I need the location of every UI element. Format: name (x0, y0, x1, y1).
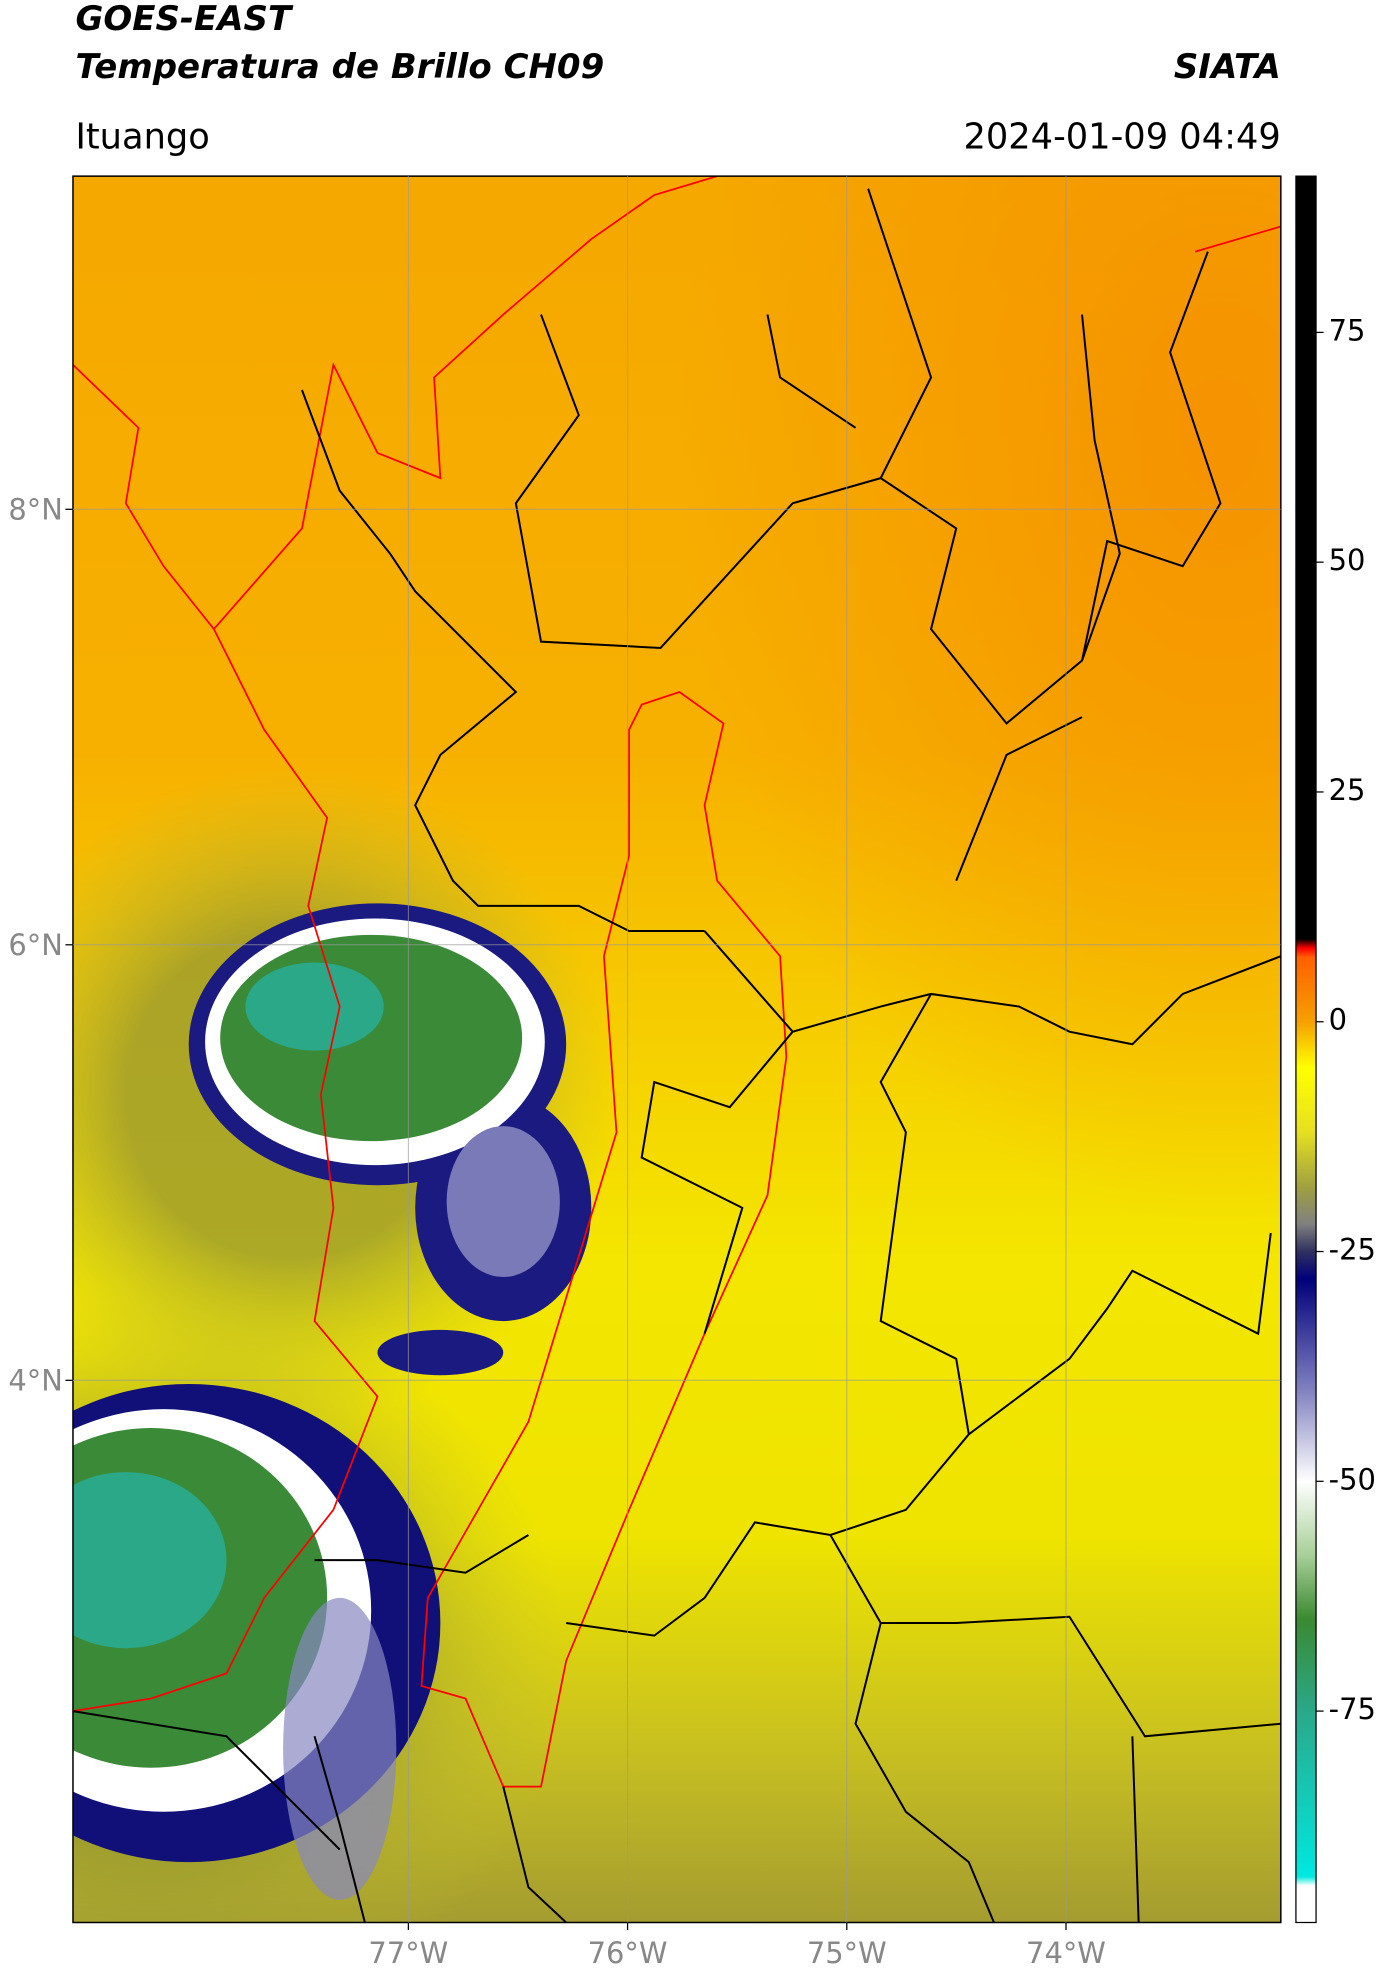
department-boundary (72, 930, 1281, 1923)
lat-label: 4°N (8, 1363, 63, 1397)
lon-label: 76°W (588, 1936, 668, 1970)
coastline (72, 364, 379, 1712)
datetime: 2024-01-09 04:49 (963, 116, 1280, 157)
basin-boundary (420, 691, 788, 1788)
coastline (213, 176, 1281, 630)
lat-label: 8°N (8, 492, 63, 526)
department-boundary (301, 188, 1222, 933)
colorbar-label: -50 (1329, 1462, 1376, 1496)
colorbar (1295, 175, 1317, 1924)
colorbar-label: 75 (1329, 313, 1366, 347)
colorbar-label: 0 (1329, 1003, 1347, 1037)
lon-label: 74°W (1026, 1936, 1106, 1970)
title: GOES-EAST (75, 0, 293, 39)
location: Ituango (75, 116, 209, 157)
lon-label: 77°W (368, 1936, 448, 1970)
map-frame (72, 175, 1282, 1924)
colorbar-label: -25 (1329, 1233, 1376, 1267)
map-image (72, 176, 1281, 1923)
cloud-cell (188, 903, 592, 1376)
subtitle: Temperatura de Brillo CH09 (75, 47, 604, 87)
agency: SIATA (1174, 47, 1281, 87)
colorbar-label: 50 (1329, 543, 1366, 577)
colorbar-label: 25 (1329, 773, 1366, 807)
cloud-cell (72, 1384, 441, 1900)
lat-label: 6°N (8, 928, 63, 962)
colorbar-label: -75 (1329, 1692, 1376, 1726)
lon-label: 75°W (807, 1936, 887, 1970)
